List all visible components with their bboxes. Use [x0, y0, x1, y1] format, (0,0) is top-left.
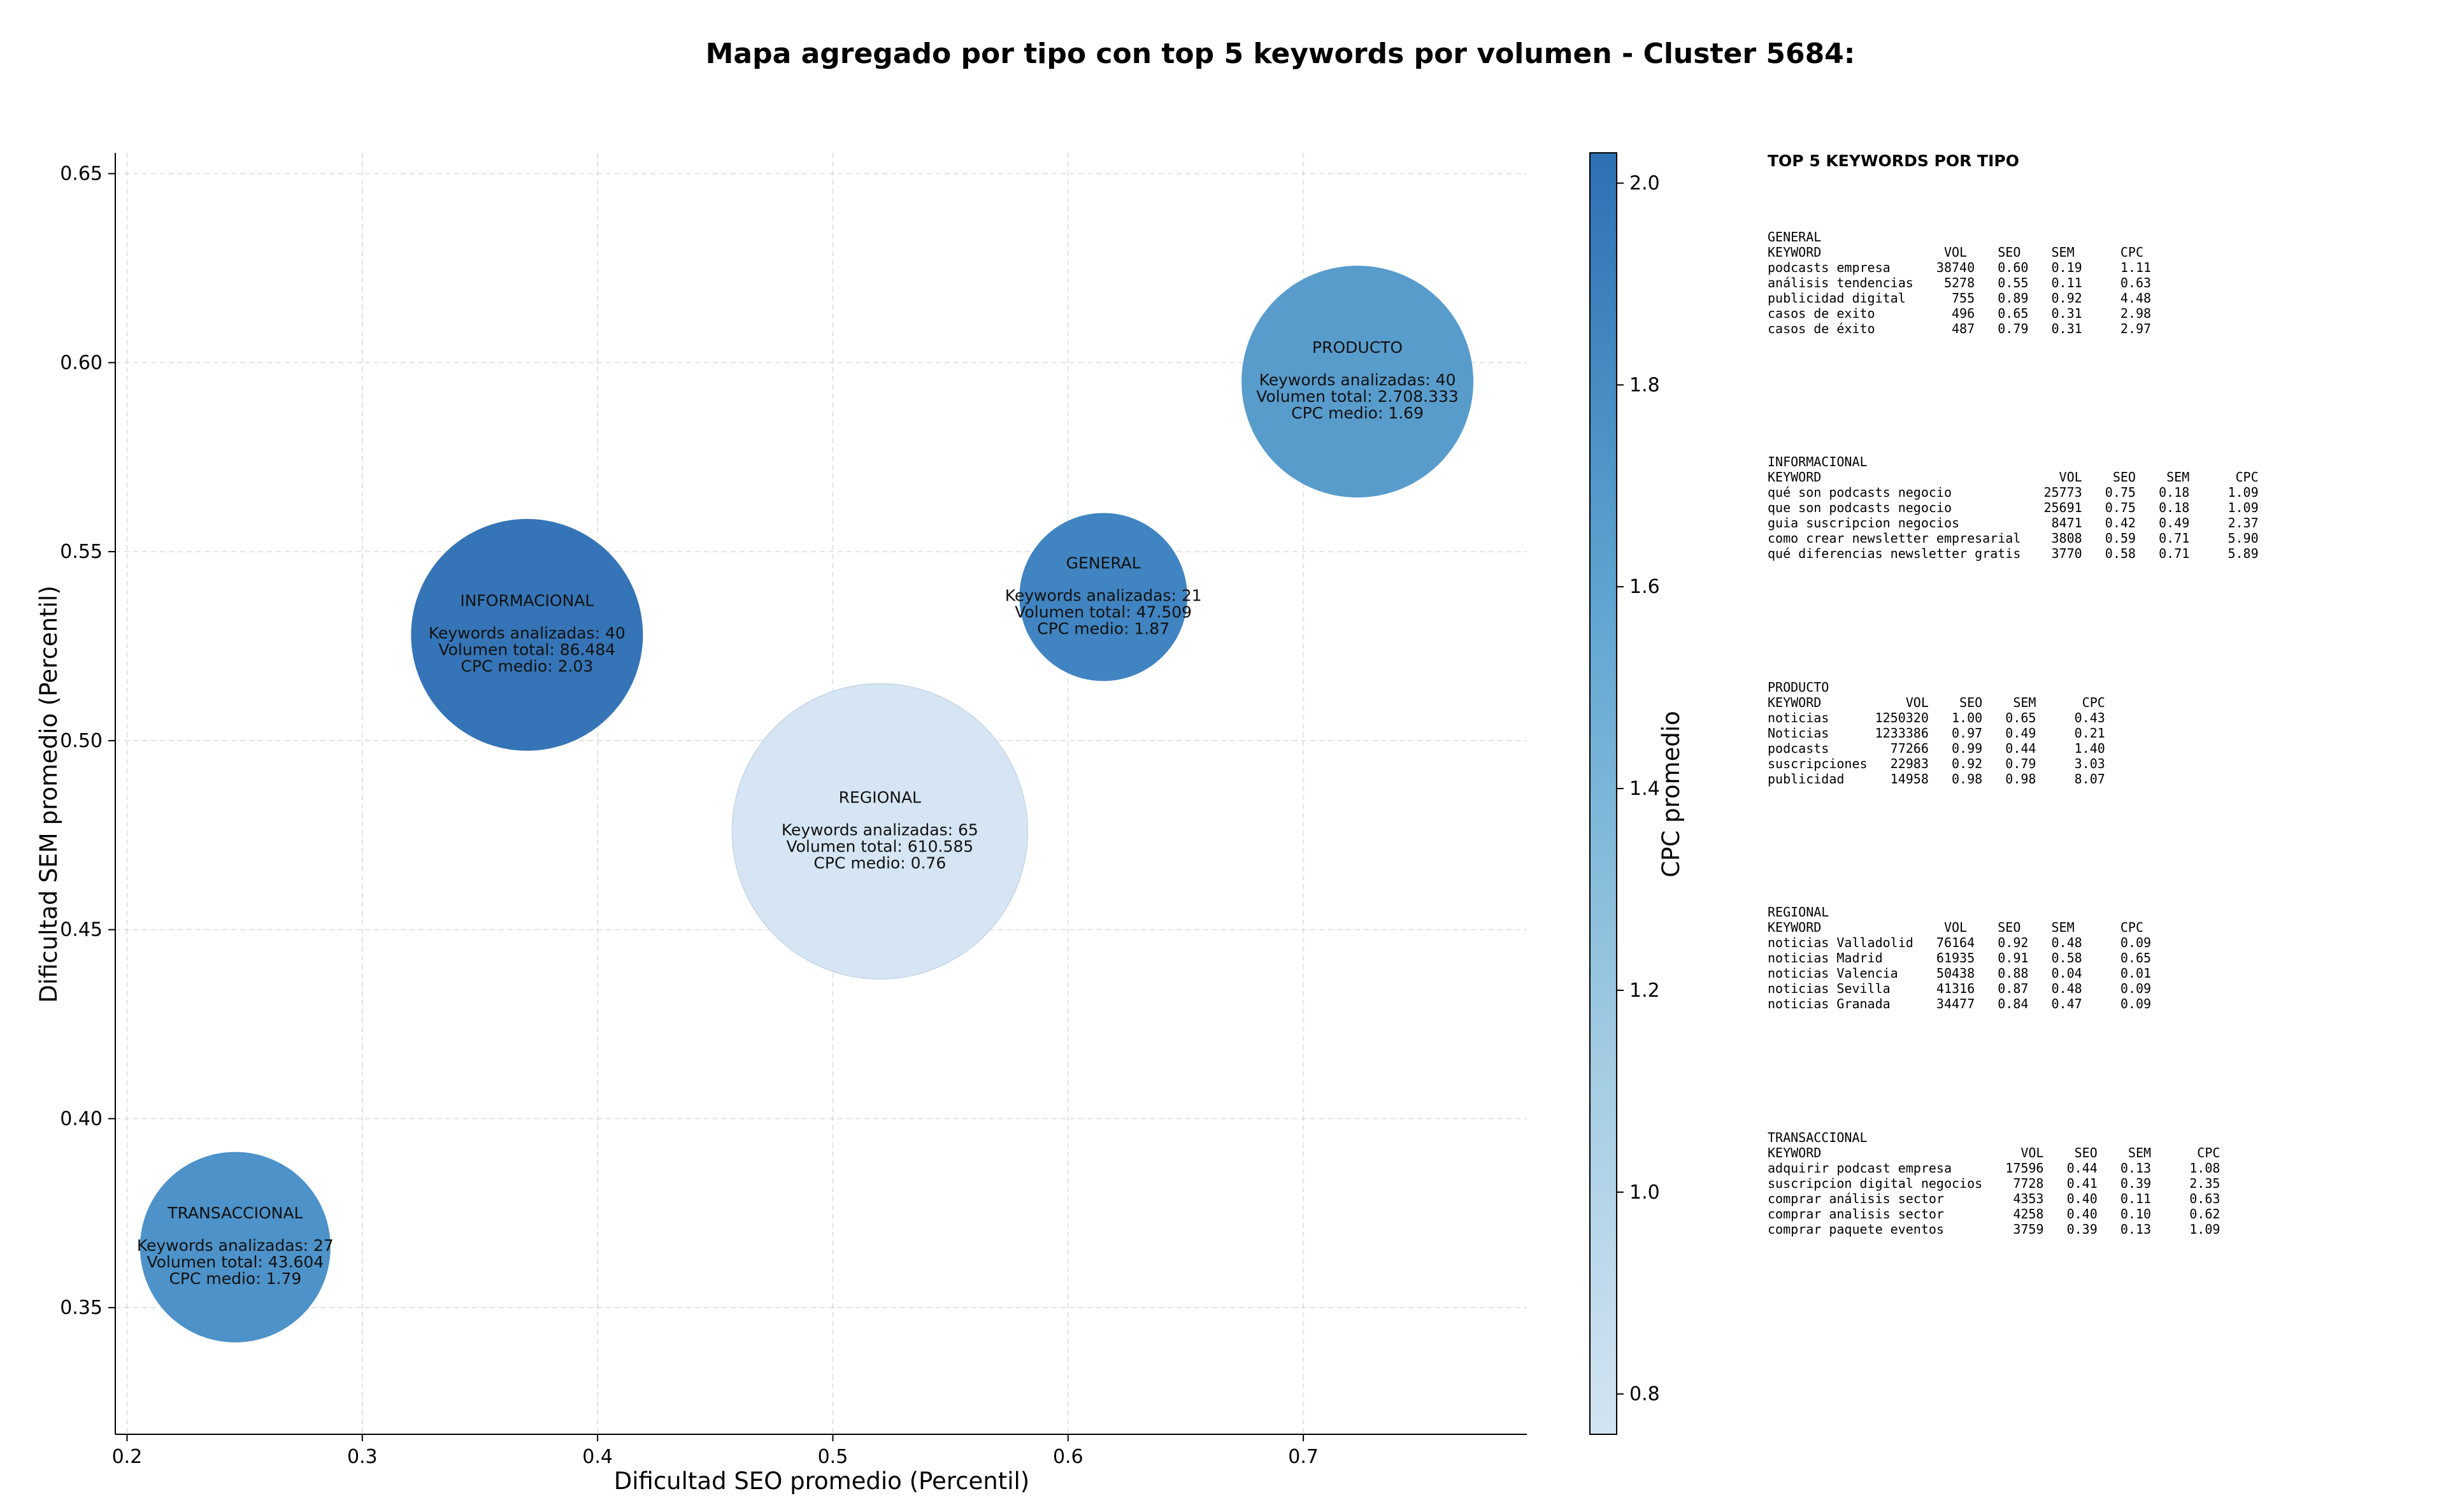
keyword-table: GENERAL KEYWORD VOL SEO SEM CPC podcasts…: [1768, 229, 2152, 336]
keyword-block-producto: PRODUCTO KEYWORD VOL SEO SEM CPC noticia…: [1768, 680, 2105, 787]
keyword-block-informacional: INFORMACIONAL KEYWORD VOL SEO SEM CPC qu…: [1768, 454, 2259, 561]
bubble-keywords: Keywords analizadas: 27: [137, 1236, 334, 1255]
y-tick-label: 0.45: [60, 919, 103, 941]
bubble-cpc: CPC medio: 1.69: [1291, 404, 1424, 422]
bubble-cpc: CPC medio: 1.87: [1037, 619, 1169, 638]
y-tick-label: 0.65: [60, 163, 103, 185]
y-tick-label: 0.50: [60, 730, 103, 752]
y-tick-label: 0.35: [60, 1297, 103, 1319]
chart-title: Mapa agregado por tipo con top 5 keyword…: [706, 38, 1856, 70]
keyword-table: REGIONAL KEYWORD VOL SEO SEM CPC noticia…: [1768, 904, 2152, 1011]
bubble-cpc: CPC medio: 1.79: [169, 1269, 301, 1288]
bubble-volume: Volumen total: 47.509: [1015, 603, 1192, 621]
bubble-label: TRANSACCIONAL: [167, 1204, 303, 1222]
bubble-keywords: Keywords analizadas: 21: [1005, 586, 1202, 604]
x-tick-label: 0.2: [112, 1446, 143, 1468]
keyword-block-regional: REGIONAL KEYWORD VOL SEO SEM CPC noticia…: [1768, 904, 2151, 1011]
bubble-producto: [1241, 266, 1474, 498]
bubble-cpc: CPC medio: 0.76: [813, 853, 946, 872]
bubble-informacional: [411, 518, 643, 751]
bubble-label: PRODUCTO: [1312, 338, 1403, 357]
keyword-table: TRANSACCIONAL KEYWORD VOL SEO SEM CPC ad…: [1768, 1130, 2221, 1237]
keyword-block-transaccional: TRANSACCIONAL KEYWORD VOL SEO SEM CPC ad…: [1768, 1130, 2220, 1237]
keyword-block-general: GENERAL KEYWORD VOL SEO SEM CPC podcasts…: [1768, 229, 2151, 336]
x-tick-label: 0.6: [1053, 1446, 1084, 1468]
colorbar-tick-label: 1.0: [1629, 1181, 1660, 1204]
keyword-panel: TOP 5 KEYWORDS POR TIPO GENERAL KEYWORD …: [1768, 152, 2430, 1237]
keyword-panel-heading: TOP 5 KEYWORDS POR TIPO: [1768, 152, 2019, 170]
keyword-table: PRODUCTO KEYWORD VOL SEO SEM CPC noticia…: [1768, 680, 2105, 787]
x-tick-label: 0.5: [818, 1446, 848, 1468]
y-tick-label: 0.40: [60, 1108, 103, 1130]
bubble-volume: Volumen total: 86.484: [438, 641, 615, 659]
colorbar-tick-label: 1.2: [1629, 980, 1660, 1002]
y-axis-label: Dificultad SEM promedio (Percentil): [35, 585, 62, 1002]
bubble-keywords: Keywords analizadas: 40: [1259, 371, 1456, 389]
bubble-volume: Volumen total: 2.708.333: [1256, 387, 1459, 406]
bubble-regional: [731, 683, 1029, 980]
x-tick-label: 0.7: [1288, 1446, 1319, 1468]
bubble-keywords: Keywords analizadas: 65: [782, 820, 978, 839]
y-tick-label: 0.55: [60, 541, 103, 563]
y-tick-label: 0.60: [60, 352, 103, 374]
colorbar-tick-label: 2.0: [1629, 173, 1660, 195]
bubble-cpc: CPC medio: 2.03: [461, 657, 593, 676]
axes: 0.2 0.3 0.4 0.5 0.6 0.7 0.35 0.40 0.45 0.50 0.55 0.…: [60, 153, 1527, 1468]
bubble-transaccional: [139, 1152, 331, 1343]
bubble-label: REGIONAL: [839, 788, 921, 806]
bubble-keywords: Keywords analizadas: 40: [429, 624, 626, 643]
colorbar-tick-label: 1.4: [1629, 778, 1660, 800]
keyword-table: INFORMACIONAL KEYWORD VOL SEO SEM CPC qu…: [1768, 454, 2259, 561]
x-tick-label: 0.3: [347, 1446, 378, 1468]
colorbar-label: CPC promedio: [1657, 711, 1685, 877]
colorbar-scale: [1589, 152, 1617, 1435]
bubble-volume: Volumen total: 610.585: [786, 837, 973, 855]
bubble-label: GENERAL: [1066, 553, 1141, 572]
colorbar-tick-label: 0.8: [1629, 1383, 1660, 1406]
bubble-general: [1019, 513, 1188, 681]
bubble-label: INFORMACIONAL: [460, 592, 594, 610]
colorbar-tick-label: 1.6: [1629, 576, 1660, 598]
x-axis-label: Dificultad SEO promedio (Percentil): [614, 1467, 1029, 1495]
bubble-volume: Volumen total: 43.604: [147, 1253, 324, 1271]
x-tick-label: 0.4: [582, 1446, 613, 1468]
colorbar-tick-label: 1.8: [1629, 374, 1660, 396]
colorbar: 0.8 1.0 1.2 1.4 1.6 1.8 2.0: [1589, 152, 1660, 1435]
